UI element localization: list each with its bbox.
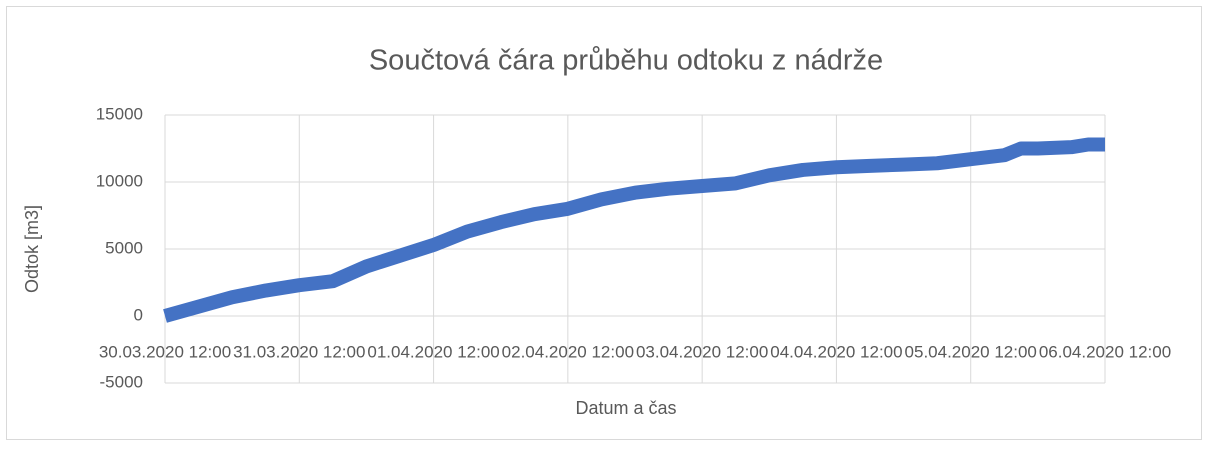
x-tick-label: 05.04.2020 12:00 xyxy=(905,342,1037,361)
x-axis-label: Datum a čas xyxy=(575,398,676,418)
x-tick-label: 06.04.2020 12:00 xyxy=(1039,342,1171,361)
y-tick-label: 0 xyxy=(134,305,143,324)
chart-title: Součtová čára průběhu odtoku z nádrže xyxy=(369,45,883,77)
y-tick-label: 15000 xyxy=(96,104,143,123)
x-tick-label: 02.04.2020 12:00 xyxy=(502,342,634,361)
line-series xyxy=(163,137,1105,323)
y-tick-label: 5000 xyxy=(105,238,143,257)
x-tick-label: 03.04.2020 12:00 xyxy=(636,342,768,361)
x-tick-label: 01.04.2020 12:00 xyxy=(367,342,499,361)
x-tick-label: 04.04.2020 12:00 xyxy=(770,342,902,361)
chart-border xyxy=(6,6,1202,440)
y-tick-label: 10000 xyxy=(96,171,143,190)
x-tick-label: 30.03.2020 12:00 xyxy=(99,342,231,361)
y-tick-label: -5000 xyxy=(100,372,143,391)
y-axis-label: Odtok [m3] xyxy=(22,205,42,293)
x-tick-label: 31.03.2020 12:00 xyxy=(233,342,365,361)
